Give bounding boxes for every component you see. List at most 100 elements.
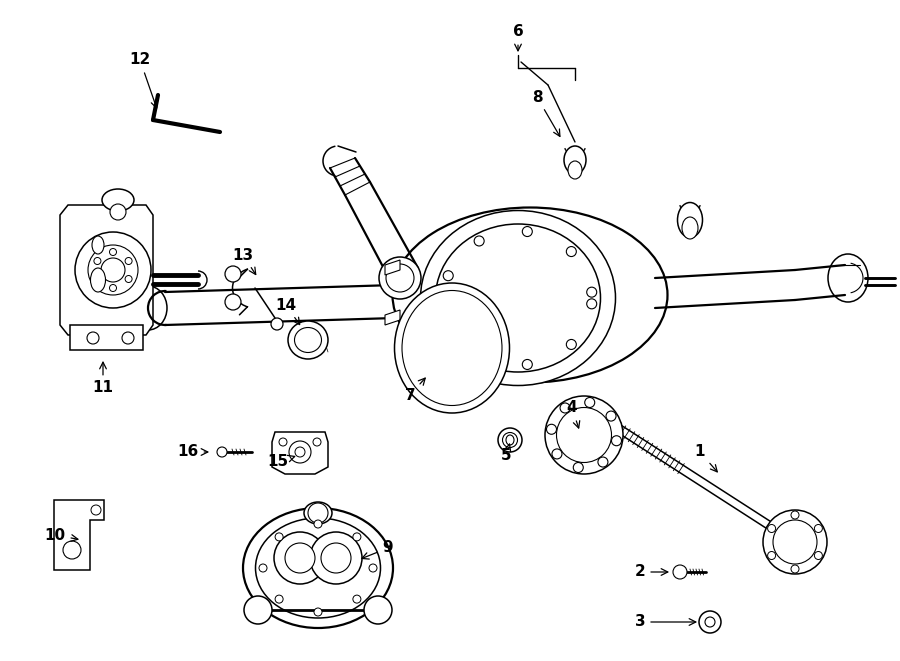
Circle shape [791,511,799,519]
Circle shape [353,533,361,541]
Circle shape [101,258,125,282]
Text: 9: 9 [362,541,393,559]
Ellipse shape [256,518,381,618]
Ellipse shape [91,268,105,292]
Polygon shape [54,500,104,570]
Ellipse shape [568,161,582,179]
Ellipse shape [436,224,600,372]
Circle shape [566,247,576,256]
Ellipse shape [379,257,421,299]
Ellipse shape [502,432,518,447]
Ellipse shape [304,502,332,524]
Circle shape [699,611,721,633]
Circle shape [573,463,583,473]
Ellipse shape [564,146,586,174]
Circle shape [814,524,823,533]
Text: 12: 12 [130,52,158,108]
Ellipse shape [402,290,502,405]
Circle shape [768,524,776,533]
Circle shape [110,249,116,256]
Circle shape [279,438,287,446]
Circle shape [611,436,622,446]
Circle shape [110,204,126,220]
Circle shape [566,340,576,350]
Text: 14: 14 [275,297,300,325]
Circle shape [91,505,101,515]
Ellipse shape [673,565,687,579]
Text: 3: 3 [634,615,696,629]
Circle shape [75,232,151,308]
Circle shape [308,503,328,523]
Circle shape [546,424,556,434]
Circle shape [474,236,484,246]
Circle shape [560,403,570,413]
Circle shape [443,315,454,325]
Ellipse shape [92,236,104,254]
Circle shape [791,565,799,573]
Circle shape [443,271,454,281]
Circle shape [259,564,267,572]
Circle shape [289,441,311,463]
Circle shape [122,332,134,344]
Circle shape [587,299,597,309]
Circle shape [87,332,99,344]
Text: 8: 8 [532,89,560,136]
Circle shape [275,595,284,603]
Polygon shape [70,325,143,350]
Ellipse shape [678,202,703,237]
Circle shape [763,510,827,574]
Circle shape [63,541,81,559]
Ellipse shape [288,321,328,359]
Text: 11: 11 [93,362,113,395]
Ellipse shape [271,318,283,330]
Circle shape [88,245,138,295]
Ellipse shape [321,543,351,573]
Ellipse shape [420,210,616,385]
Ellipse shape [392,208,668,383]
Circle shape [522,360,532,369]
Ellipse shape [682,217,698,239]
Ellipse shape [285,543,315,573]
Circle shape [244,596,272,624]
Circle shape [314,520,322,528]
Ellipse shape [102,189,134,211]
Text: 15: 15 [267,455,294,469]
Text: 13: 13 [232,247,256,274]
Polygon shape [60,205,153,335]
Circle shape [125,258,132,264]
Text: 2: 2 [634,564,668,580]
Circle shape [814,551,823,559]
Ellipse shape [294,327,321,352]
Ellipse shape [828,254,868,302]
Text: 16: 16 [177,444,208,459]
Ellipse shape [243,508,393,628]
Text: 5: 5 [500,444,511,463]
Ellipse shape [506,435,514,445]
Circle shape [474,350,484,360]
Text: 1: 1 [695,444,717,472]
Ellipse shape [394,283,509,413]
Ellipse shape [129,286,167,330]
Circle shape [314,608,322,616]
Text: 6: 6 [513,24,524,51]
Polygon shape [385,260,400,275]
Circle shape [773,520,817,564]
Ellipse shape [217,447,227,457]
Circle shape [768,551,776,559]
Circle shape [125,276,132,282]
Text: 7: 7 [405,378,425,403]
Circle shape [552,449,562,459]
Circle shape [110,284,116,292]
Circle shape [353,595,361,603]
Circle shape [225,294,241,310]
Circle shape [295,447,305,457]
Circle shape [369,564,377,572]
Text: 4: 4 [567,401,580,428]
Circle shape [598,457,608,467]
Circle shape [585,397,595,407]
Circle shape [94,258,101,264]
Circle shape [606,411,616,421]
Circle shape [587,287,597,297]
Ellipse shape [556,407,611,463]
Circle shape [364,596,392,624]
